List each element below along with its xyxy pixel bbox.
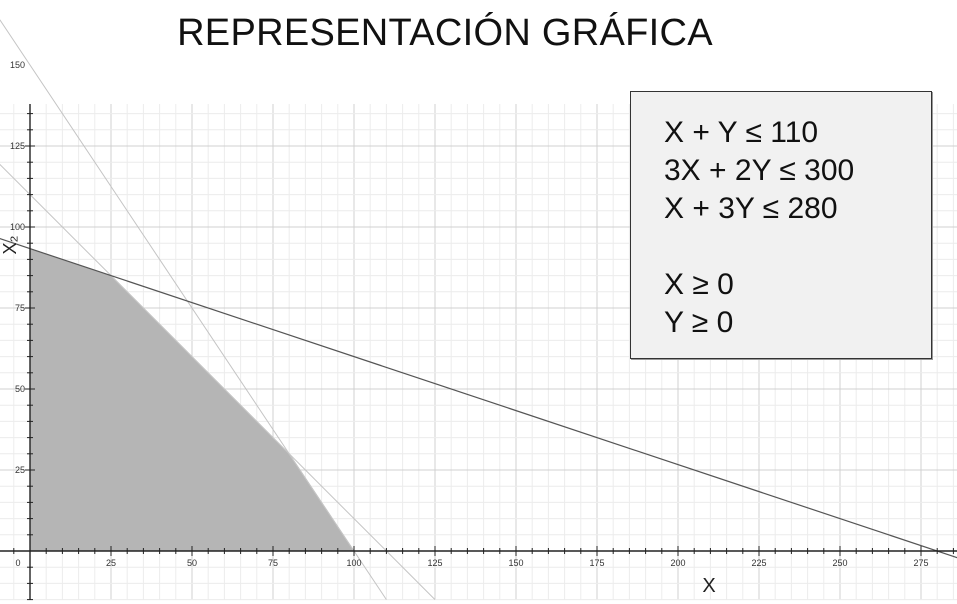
axes — [0, 104, 957, 601]
constraint-line-3 — [0, 237, 957, 559]
y-tick-label: 25 — [15, 465, 25, 475]
y-tick-label: 75 — [15, 303, 25, 313]
x-tick-label: 150 — [508, 558, 523, 568]
x-tick-label: 25 — [106, 558, 116, 568]
x-tick-label: 125 — [427, 558, 442, 568]
constraint-line-2 — [0, 19, 387, 600]
x-tick-label: 250 — [832, 558, 847, 568]
constraint-line-1 — [0, 163, 436, 600]
chart-title: REPRESENTACIÓN GRÁFICA — [177, 12, 713, 54]
y-axis-label: X₂ — [0, 235, 20, 254]
nonneg-x: X ≥ 0 — [664, 268, 734, 301]
x-tick-label: 50 — [187, 558, 197, 568]
x-tick-label: 200 — [670, 558, 685, 568]
x-tick-label: 225 — [751, 558, 766, 568]
x-tick-label: 175 — [589, 558, 604, 568]
x-tick-label: 275 — [913, 558, 928, 568]
constraint-3: X + 3Y ≤ 280 — [664, 192, 838, 225]
nonneg-y: Y ≥ 0 — [664, 306, 734, 339]
constraint-1: X + Y ≤ 110 — [664, 116, 819, 149]
y-tick-label: 125 — [10, 141, 25, 151]
x-tick-label: 100 — [346, 558, 361, 568]
constraint-2: 3X + 2Y ≤ 300 — [664, 154, 855, 187]
y-tick-label: 100 — [10, 222, 25, 232]
y-tick-label: 150 — [10, 60, 25, 70]
x-tick-label: 0 — [15, 558, 20, 568]
x-tick-label: 75 — [268, 558, 278, 568]
constraint-lines-layer — [0, 19, 957, 600]
y-tick-label: 50 — [15, 384, 25, 394]
constraints-box: X + Y ≤ 110 3X + 2Y ≤ 300 X + 3Y ≤ 280 X… — [630, 91, 932, 359]
x-axis-label: X — [702, 575, 715, 597]
tick-labels: 0 25 50 75 100 125 150 175 200 225 250 275 25 50 75 100… — [10, 60, 929, 568]
constraint-spacer — [664, 228, 931, 266]
